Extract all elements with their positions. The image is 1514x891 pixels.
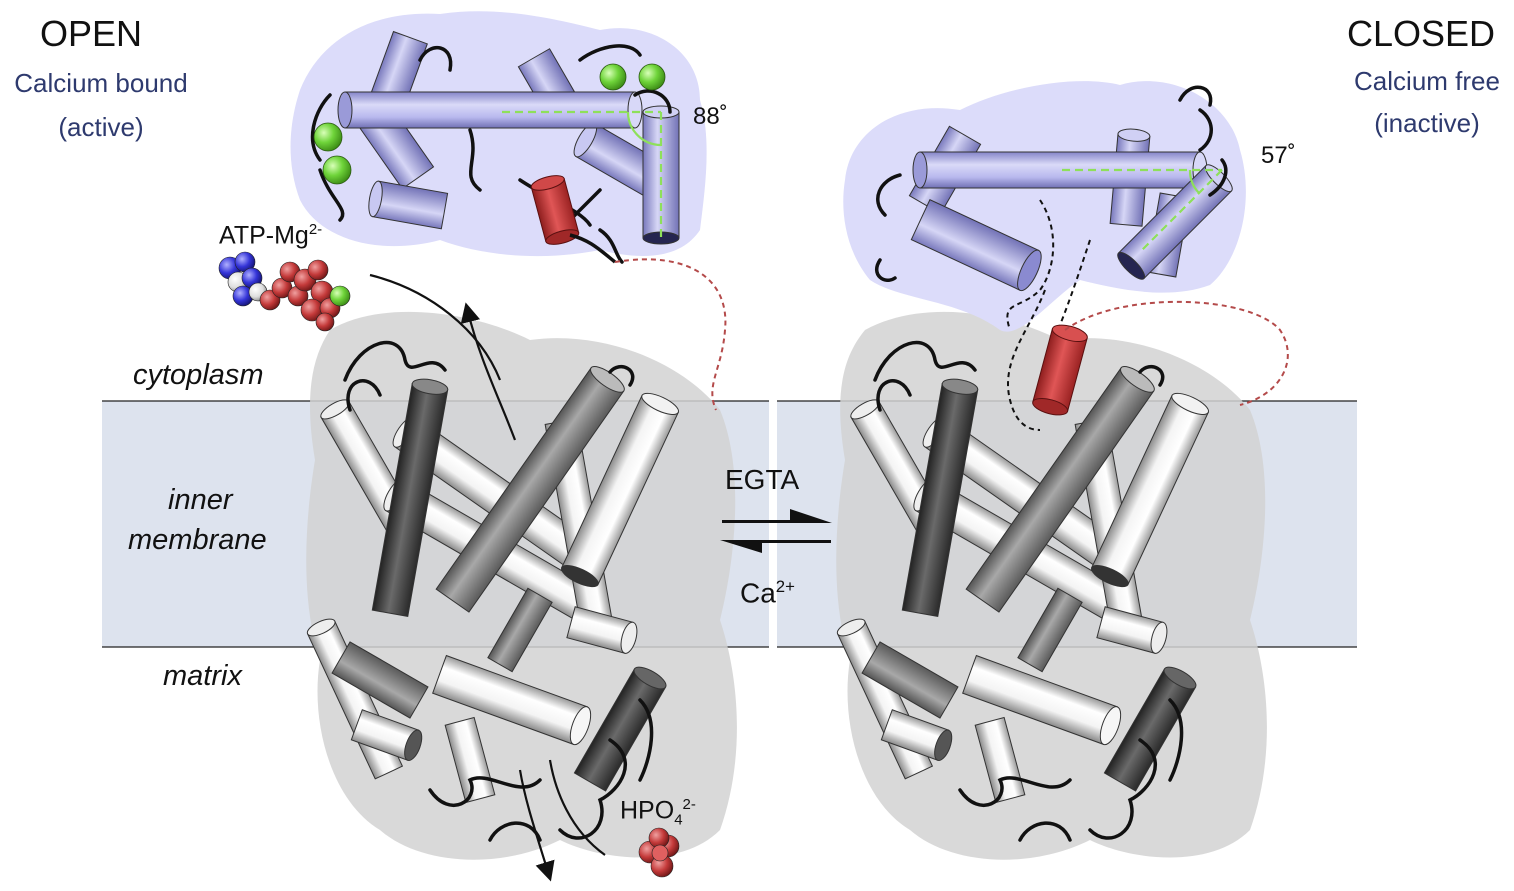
atp-mg-base: ATP-Mg xyxy=(219,221,309,250)
open-red-helix-tail xyxy=(569,233,617,264)
closed-angle-guide xyxy=(1062,168,1223,253)
forward-arrow-head xyxy=(790,509,832,523)
atp-mg-label: ATP-Mg2- xyxy=(219,221,322,250)
open-regulatory-domain xyxy=(290,11,727,411)
closed-state-subtitle-line1: Calcium free xyxy=(1354,66,1500,96)
closed-dashed-loop-a xyxy=(1006,199,1055,331)
cytoplasm-label: cytoplasm xyxy=(133,359,264,391)
open-helices xyxy=(306,366,680,804)
calcium-ion xyxy=(638,63,666,91)
membrane-label-line2: membrane xyxy=(128,524,267,556)
forward-arrow-shaft xyxy=(722,520,806,523)
calcium-reverse-base: Ca xyxy=(740,577,776,609)
closed-dashed-loop-b xyxy=(1007,289,1046,431)
open-angle-guide xyxy=(502,110,663,242)
open-dashed-linker xyxy=(614,258,727,411)
closed-helix-front-left xyxy=(910,199,1042,292)
closed-regulatory-loops xyxy=(874,85,1228,282)
egta-label: EGTA xyxy=(725,464,800,495)
open-phosphate-outlet-arrow xyxy=(548,759,606,856)
open-state-title: OPEN xyxy=(40,13,143,54)
closed-state-title: CLOSED xyxy=(1347,13,1496,54)
open-angle-label: 88˚ xyxy=(693,103,728,130)
reverse-arrow-shaft xyxy=(745,540,831,543)
phosphate-subscript: 4 xyxy=(674,811,683,829)
closed-helix-long xyxy=(912,151,1208,189)
closed-red-helix xyxy=(1032,324,1088,416)
open-atp-inlet-arrow xyxy=(369,273,502,381)
closed-dashed-linker xyxy=(1064,300,1289,406)
closed-helix-diagonal xyxy=(1117,164,1233,280)
closed-helices xyxy=(836,366,1210,804)
matrix-label: matrix xyxy=(163,660,242,692)
closed-dashed-loop-c xyxy=(1059,239,1091,326)
closed-loops xyxy=(873,340,1184,842)
phosphate-charge: 2- xyxy=(682,796,696,813)
open-export-arrow xyxy=(518,769,555,882)
closed-angle-arc xyxy=(1188,169,1200,194)
calcium-reverse-label: Ca2+ xyxy=(740,577,795,609)
atp-mg-charge: 2- xyxy=(308,221,323,238)
open-state-subtitle-line2: (active) xyxy=(58,112,144,142)
calcium-ion xyxy=(322,155,352,185)
atp-molecule xyxy=(218,251,351,332)
reverse-arrow-head xyxy=(720,540,762,553)
equilibrium-arrows xyxy=(720,509,832,553)
closed-regulatory-domain xyxy=(843,81,1289,431)
open-helix-lower xyxy=(368,180,449,230)
open-angle-arc xyxy=(626,111,662,147)
closed-angle-label: 57˚ xyxy=(1261,142,1296,169)
calcium-ion xyxy=(313,122,343,152)
open-transport-domain xyxy=(306,273,737,882)
open-import-arrow xyxy=(460,302,517,441)
calcium-reverse-charge: 2+ xyxy=(775,577,795,596)
phosphate-base: HPO xyxy=(620,796,675,825)
phosphate-molecule xyxy=(638,827,680,878)
open-calcium-ions xyxy=(313,63,666,185)
phosphate-label: HPO42- xyxy=(620,796,696,828)
closed-state-subtitle-line2: (inactive) xyxy=(1374,108,1480,138)
membrane-label-line1: inner xyxy=(168,484,233,516)
open-red-helix xyxy=(530,175,580,245)
open-state-subtitle-line1: Calcium bound xyxy=(14,68,188,98)
calcium-ion xyxy=(599,63,627,91)
closed-transport-domain xyxy=(836,311,1267,860)
open-helix-long xyxy=(337,91,643,129)
